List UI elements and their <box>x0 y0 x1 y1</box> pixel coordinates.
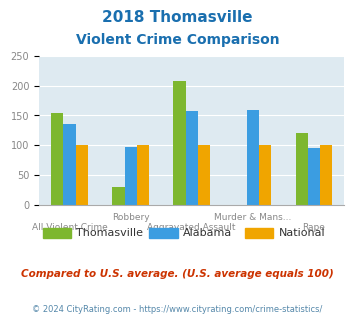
Text: Compared to U.S. average. (U.S. average equals 100): Compared to U.S. average. (U.S. average … <box>21 269 334 279</box>
Text: National: National <box>279 228 325 238</box>
Text: © 2024 CityRating.com - https://www.cityrating.com/crime-statistics/: © 2024 CityRating.com - https://www.city… <box>32 305 323 314</box>
Bar <box>259 145 271 205</box>
Bar <box>137 145 149 205</box>
Text: Murder & Mans...: Murder & Mans... <box>214 213 291 222</box>
Text: Alabama: Alabama <box>183 228 232 238</box>
Bar <box>198 145 210 205</box>
Text: Robbery: Robbery <box>112 213 149 222</box>
Bar <box>308 148 320 205</box>
Text: Aggravated Assault: Aggravated Assault <box>147 223 236 232</box>
Text: Rape: Rape <box>302 223 325 232</box>
Bar <box>112 187 125 205</box>
Text: 2018 Thomasville: 2018 Thomasville <box>102 10 253 25</box>
Text: Thomasville: Thomasville <box>76 228 143 238</box>
Bar <box>247 110 259 205</box>
Bar <box>64 124 76 205</box>
Bar <box>320 145 332 205</box>
Bar <box>76 145 88 205</box>
Text: Violent Crime Comparison: Violent Crime Comparison <box>76 33 279 47</box>
Bar <box>186 111 198 205</box>
Bar <box>125 147 137 205</box>
Text: All Violent Crime: All Violent Crime <box>32 223 108 232</box>
Bar <box>51 113 64 205</box>
Bar <box>295 133 308 205</box>
Bar <box>173 81 186 205</box>
